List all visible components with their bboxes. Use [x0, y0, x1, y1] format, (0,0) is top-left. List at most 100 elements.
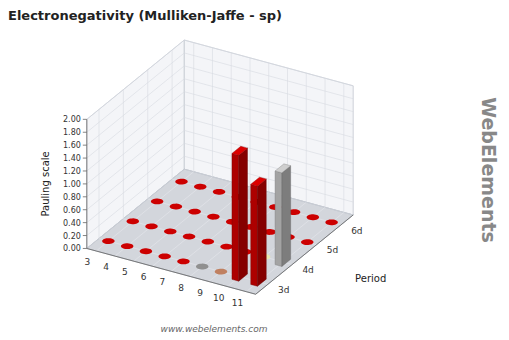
z-tick — [83, 132, 87, 133]
dot — [196, 264, 208, 270]
x-tick-label: 5 — [122, 267, 128, 277]
axes: 0.000.200.400.600.801.001.201.401.601.80… — [40, 115, 386, 307]
y-axis-label: Period — [355, 273, 386, 284]
dot — [145, 223, 157, 229]
dot — [325, 219, 337, 225]
grid-line — [184, 40, 353, 86]
x-tick-label: 4 — [103, 262, 109, 272]
z-tick-label: 0.80 — [63, 193, 81, 202]
bar — [275, 164, 291, 267]
dot — [215, 269, 227, 275]
z-tick — [83, 222, 87, 223]
z-tick — [83, 183, 87, 184]
grid-line — [87, 156, 185, 235]
dot — [175, 179, 187, 185]
y-tick-label: 3d — [278, 285, 289, 295]
grid-line — [184, 169, 353, 215]
grid-line — [184, 130, 353, 176]
z-axis-label: Pauling scale — [40, 151, 51, 216]
z-tick-label: 1.00 — [63, 180, 81, 189]
x-tick-label: 3 — [85, 257, 91, 267]
z-tick — [83, 209, 87, 210]
dot — [140, 248, 152, 254]
dot — [301, 239, 313, 245]
bar-front — [275, 171, 282, 266]
grid-line — [184, 53, 353, 99]
panes — [87, 40, 353, 294]
z-tick-label: 2.00 — [63, 115, 81, 124]
y-tick-label: 4d — [302, 265, 313, 275]
dot — [102, 238, 114, 244]
grid-line — [87, 169, 185, 248]
title: Electronegativity (Mulliken-Jaffe - sp) — [8, 8, 282, 23]
z-tick-label: 0.60 — [63, 206, 81, 215]
x-tick-label: 11 — [232, 298, 243, 308]
bar — [251, 177, 267, 286]
x-tick-label: 8 — [178, 283, 184, 293]
dot — [220, 244, 232, 250]
x-tick-label: 6 — [141, 272, 147, 282]
grid-line — [87, 92, 185, 171]
z-tick-label: 0.00 — [63, 244, 81, 253]
bar-side — [257, 179, 266, 286]
grid-line — [87, 40, 185, 119]
bar-front — [232, 153, 239, 281]
annotations: www.webelements.comWebElements — [161, 97, 500, 334]
dot — [202, 239, 214, 245]
x-tick-label: 7 — [160, 277, 166, 287]
y-tick-label: 6d — [351, 226, 362, 236]
z-tick — [83, 119, 87, 120]
dot — [170, 204, 182, 210]
z-tick-label: 1.80 — [63, 128, 81, 137]
grid-line — [184, 66, 353, 112]
grid-line — [184, 156, 353, 202]
grid-line — [87, 79, 185, 158]
z-tick-label: 1.20 — [63, 167, 81, 176]
grid-line — [87, 118, 185, 197]
z-tick-label: 0.40 — [63, 219, 81, 228]
z-tick-label: 1.40 — [63, 154, 81, 163]
bar-top — [275, 164, 291, 173]
z-tick — [83, 196, 87, 197]
watermark: www.webelements.com — [161, 324, 268, 334]
chart: Electronegativity (Mulliken-Jaffe - sp) 0… — [0, 0, 509, 340]
grid-line — [184, 118, 353, 164]
grid-line — [87, 105, 185, 184]
bar-side — [282, 166, 291, 267]
grid-line — [87, 53, 185, 132]
grid-line — [184, 105, 353, 151]
dot — [213, 189, 225, 195]
dot — [188, 209, 200, 215]
dot — [164, 229, 176, 235]
dot — [121, 243, 133, 249]
z-tick — [83, 158, 87, 159]
z-tick — [83, 170, 87, 171]
z-tick-label: 1.60 — [63, 141, 81, 150]
dot — [207, 214, 219, 220]
chart-container: Electronegativity (Mulliken-Jaffe - sp) 0… — [0, 0, 509, 340]
x-tick-label: 9 — [197, 288, 203, 298]
grid — [87, 40, 353, 292]
grid-line — [184, 143, 353, 189]
grid-line — [184, 92, 353, 138]
x-tick-label: 10 — [213, 293, 225, 303]
grid-line — [87, 130, 185, 209]
z-tick — [83, 145, 87, 146]
grid-line — [184, 79, 353, 125]
bar-top — [251, 177, 267, 186]
y-axis-line — [256, 215, 354, 294]
grid-line — [87, 143, 185, 222]
bar-front — [251, 184, 258, 286]
bar-top — [232, 146, 248, 155]
grid-line — [123, 219, 292, 265]
dot — [127, 218, 139, 224]
dot — [177, 259, 189, 265]
dot — [151, 199, 163, 205]
z-tick — [83, 235, 87, 236]
floor — [87, 169, 353, 294]
grid-line — [134, 182, 232, 261]
dot — [194, 184, 206, 190]
grid-line — [96, 172, 193, 251]
bar — [232, 146, 248, 281]
grid-line — [115, 177, 212, 256]
